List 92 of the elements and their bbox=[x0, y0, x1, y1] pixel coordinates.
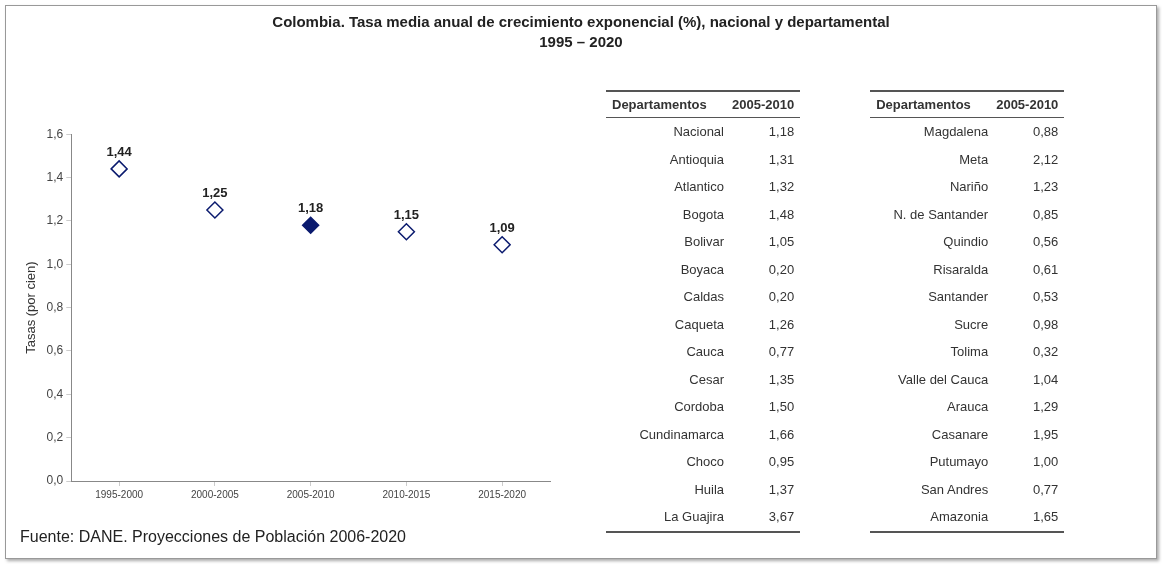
data-label: 1,65 bbox=[1032, 508, 1060, 527]
category-label: Risaralda bbox=[932, 260, 990, 279]
data-label: 1,48 bbox=[767, 205, 796, 224]
category-label: Cesar bbox=[688, 370, 725, 389]
data-label: 1,95 bbox=[1032, 425, 1060, 444]
point bbox=[493, 235, 511, 254]
y-tick-label: 1,6 bbox=[46, 126, 64, 141]
text: 2005-2010 bbox=[726, 91, 801, 118]
category-label: Amazonia bbox=[929, 508, 990, 527]
category-label: Meta bbox=[958, 150, 990, 169]
data-label: 3,67 bbox=[767, 508, 796, 527]
data-label: 1,18 bbox=[297, 200, 324, 216]
data-label: 0,95 bbox=[767, 453, 796, 472]
data-label: 0,77 bbox=[1032, 480, 1060, 499]
point bbox=[206, 201, 224, 219]
data-label: 0,77 bbox=[767, 343, 796, 362]
point bbox=[397, 222, 416, 241]
data-label: 0,85 bbox=[1032, 205, 1060, 224]
category-label: La Guajira bbox=[663, 508, 725, 527]
data-label: 2,12 bbox=[1032, 150, 1060, 169]
category-label: Caldas bbox=[682, 288, 725, 307]
category-label: Santander bbox=[927, 288, 990, 307]
x-tick-label: 2015-2020 bbox=[478, 488, 527, 500]
category-label: Quindio bbox=[942, 233, 990, 252]
category-label: Valle del Cauca bbox=[897, 370, 990, 389]
data-label: 1,26 bbox=[767, 315, 796, 334]
data-label: 1,04 bbox=[1032, 370, 1060, 389]
source-note: Fuente: DANE. Proyecciones de Población 2006-2020 bbox=[20, 528, 407, 546]
category-label: Choco bbox=[685, 453, 725, 472]
data-label: 1,15 bbox=[393, 206, 420, 222]
y-tick-label: 1,0 bbox=[46, 256, 64, 271]
x-tick-label: 2000-2005 bbox=[190, 488, 240, 500]
category-label: Atlantico bbox=[673, 178, 725, 197]
data-label: 1,25 bbox=[202, 185, 228, 201]
data-label: 1,50 bbox=[767, 398, 796, 417]
data-label: 1,44 bbox=[106, 143, 133, 159]
data-label: 0,56 bbox=[1032, 233, 1060, 252]
data-label: 0,32 bbox=[1032, 343, 1060, 362]
data-label: 1,29 bbox=[1032, 398, 1060, 417]
category-label: Boyaca bbox=[679, 260, 725, 279]
data-label: 1,18 bbox=[767, 123, 796, 142]
data-label: 1,05 bbox=[767, 233, 796, 252]
chart-subtitle: 1995 – 2020 bbox=[539, 33, 623, 50]
text: 2005-2010 bbox=[996, 97, 1059, 112]
y-tick-label: 0,2 bbox=[46, 429, 64, 444]
data-label: 1,00 bbox=[1032, 453, 1060, 472]
category-label: Antioquia bbox=[668, 150, 725, 169]
data-label: 1,35 bbox=[767, 370, 796, 389]
data-label: 1,23 bbox=[1032, 178, 1060, 197]
data-label: 0,20 bbox=[767, 260, 796, 279]
data-label: 0,98 bbox=[1032, 315, 1060, 334]
category-label: Tolima bbox=[949, 343, 990, 362]
data-label: 0,20 bbox=[767, 288, 796, 307]
data-label: 0,53 bbox=[1032, 288, 1060, 307]
category-label: Caqueta bbox=[673, 315, 725, 334]
category-label: Arauca bbox=[945, 398, 990, 417]
category-label: Putumayo bbox=[928, 453, 990, 472]
y-tick-label: 0,6 bbox=[46, 343, 64, 358]
y-tick-label: 1,4 bbox=[46, 169, 64, 184]
data-label: 1,09 bbox=[489, 219, 515, 235]
point bbox=[301, 216, 320, 234]
y-tick-label: 0,4 bbox=[46, 386, 64, 401]
x-tick-label: 2005-2010 bbox=[286, 488, 335, 500]
y-axis-title: Tasas (por cien) bbox=[23, 261, 39, 354]
category-label: Huila bbox=[693, 480, 725, 499]
category-label: N. de Santander bbox=[892, 205, 990, 224]
category-label: Nariño bbox=[948, 178, 990, 197]
data-label: 1,32 bbox=[767, 178, 796, 197]
data-label: 0,61 bbox=[1032, 260, 1060, 279]
y-tick-label: 1,2 bbox=[46, 213, 64, 228]
y-tick-label: 0,8 bbox=[46, 299, 64, 314]
category-label: Cordoba bbox=[673, 398, 725, 417]
data-label: 1,31 bbox=[767, 150, 796, 169]
text: Departamentos bbox=[870, 91, 991, 118]
category-label: Nacional bbox=[672, 123, 725, 142]
category-label: Magdalena bbox=[922, 123, 990, 142]
y-tick-label: 0,0 bbox=[46, 473, 64, 488]
category-label: Casanare bbox=[930, 425, 990, 444]
data-label: 0,88 bbox=[1032, 123, 1060, 142]
category-label: San Andres bbox=[919, 480, 990, 499]
category-label: Cundinamarca bbox=[638, 425, 725, 444]
category-label: Bogota bbox=[681, 205, 725, 224]
data-label: 1,66 bbox=[767, 425, 796, 444]
category-label: Cauca bbox=[685, 343, 725, 362]
x-tick-label: 1995-2000 bbox=[95, 488, 144, 500]
category-label: Sucre bbox=[953, 315, 990, 334]
x-tick-label: 2010-2015 bbox=[382, 488, 431, 500]
text: Departamentos bbox=[612, 97, 707, 112]
category-label: Bolivar bbox=[683, 233, 725, 252]
point bbox=[110, 160, 128, 178]
data-label: 1,37 bbox=[767, 480, 796, 499]
text: Colombia. Tasa media anual de crecimiento exponencial (%), nacional y departamental bbox=[272, 13, 890, 30]
